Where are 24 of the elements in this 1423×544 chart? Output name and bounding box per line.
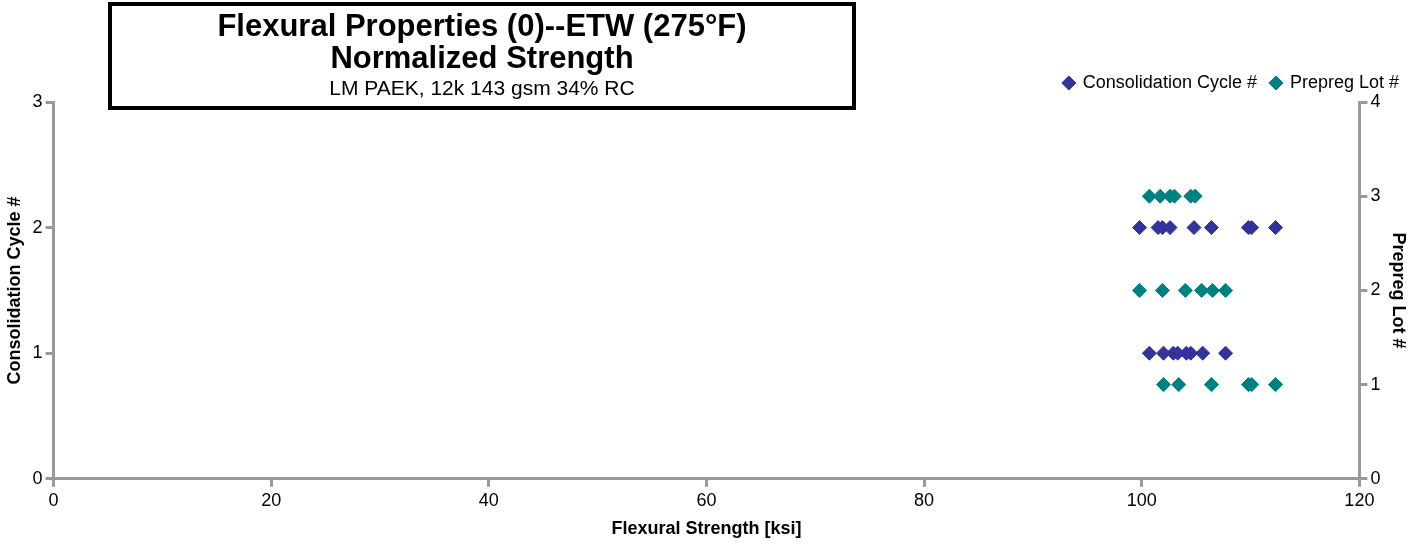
- x-tick-label: 100: [1126, 489, 1157, 510]
- y2-tick-label: 4: [1370, 90, 1381, 111]
- y2-tick-label: 0: [1370, 467, 1381, 488]
- y2-tick-label: 1: [1370, 373, 1381, 394]
- x-tick-label: 60: [696, 489, 717, 510]
- x-tick-label: 0: [48, 489, 59, 510]
- y2-tick-label: 3: [1370, 185, 1381, 206]
- y-axis-title: Consolidation Cycle #: [3, 196, 24, 385]
- x-tick-label: 40: [478, 489, 499, 510]
- y-tick-label: 1: [32, 342, 43, 363]
- y-tick-label: 3: [32, 90, 43, 111]
- x-tick-label: 120: [1344, 489, 1375, 510]
- x-tick-label: 80: [914, 489, 935, 510]
- y2-tick-label: 2: [1370, 279, 1381, 300]
- chart-title: Flexural Properties (0)--ETW (275°F) Normalized Strength: [216, 8, 748, 75]
- y-tick-label: 0: [32, 467, 43, 488]
- x-tick-label: 20: [261, 489, 282, 510]
- legend-label: Consolidation Cycle #: [1082, 71, 1257, 92]
- y2-axis-title: Prepreg Lot #: [1389, 232, 1410, 349]
- legend-label: Prepreg Lot #: [1289, 71, 1400, 92]
- chart-subtitle: LM PAEK, 12k 143 gsm 34% RC: [328, 76, 636, 100]
- x-axis-title: Flexural Strength [ksi]: [611, 518, 802, 539]
- title-frame: Flexural Properties (0)--ETW (275°F) Normalized Strength LM PAEK, 12k 143 gsm 34% RC: [108, 2, 856, 110]
- y-tick-label: 2: [32, 216, 43, 237]
